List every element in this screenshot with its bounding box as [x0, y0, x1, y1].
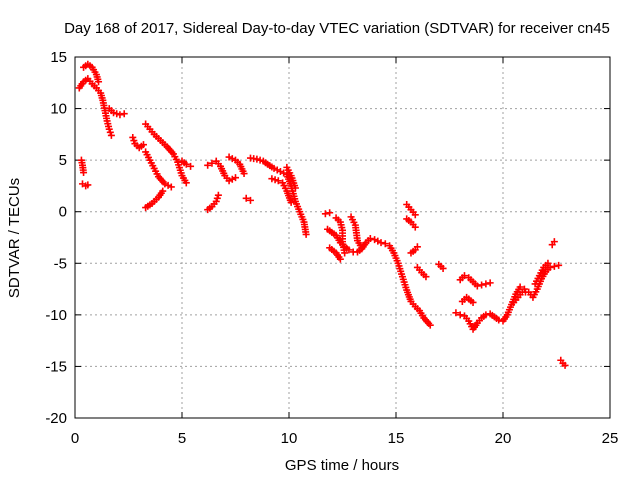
data-point: [232, 174, 239, 182]
data-point: [411, 223, 419, 231]
data-point: [550, 262, 558, 270]
data-point: [302, 230, 310, 238]
y-tick-label: -20: [45, 410, 67, 427]
data-point: [561, 361, 569, 369]
data-point: [381, 240, 389, 248]
y-tick-label: -10: [45, 307, 67, 324]
data-point: [182, 179, 190, 187]
data-point: [341, 249, 349, 257]
data-point: [204, 161, 212, 169]
data-point: [268, 175, 276, 183]
data-point: [439, 264, 447, 272]
y-tick-label: -15: [45, 358, 67, 375]
data-point: [107, 131, 115, 139]
data-point: [274, 177, 282, 185]
data-point: [411, 211, 419, 219]
data-point: [240, 170, 248, 178]
data-point: [326, 209, 334, 217]
data-point: [182, 160, 190, 168]
data-point: [456, 311, 464, 319]
data-point: [208, 159, 216, 167]
data-point: [358, 244, 366, 252]
x-tick-label: 25: [602, 430, 619, 447]
chart-title: Day 168 of 2017, Sidereal Day-to-day VTE…: [64, 20, 610, 37]
data-point: [287, 198, 295, 206]
data-point: [139, 141, 147, 149]
data-point: [544, 259, 552, 267]
y-tick-label: -5: [54, 255, 67, 272]
data-point: [291, 184, 299, 192]
data-point: [482, 311, 490, 319]
data-point: [113, 110, 121, 118]
data-point: [495, 316, 503, 324]
data-point: [550, 238, 558, 246]
data-point: [516, 283, 524, 291]
data-point: [336, 255, 344, 263]
x-tick-label: 10: [281, 430, 298, 447]
y-axis-label: SDTVAR / TECUs: [6, 178, 23, 298]
data-point: [473, 282, 481, 290]
data-point: [546, 263, 554, 271]
y-tick-label: 5: [59, 152, 67, 169]
data-point: [214, 191, 222, 199]
data-point: [555, 261, 563, 269]
y-tick-label: 15: [50, 49, 67, 66]
data-point: [116, 111, 124, 119]
data-point: [413, 243, 421, 251]
data-point: [271, 176, 279, 184]
data-point: [242, 194, 250, 202]
data-point: [253, 155, 261, 163]
data-point: [84, 181, 92, 189]
x-axis-label: GPS time / hours: [285, 457, 399, 474]
x-tick-label: 5: [178, 430, 186, 447]
data-point: [80, 169, 88, 177]
data-point: [422, 273, 430, 281]
data-point: [159, 187, 167, 195]
y-tick-label: 0: [59, 204, 67, 221]
data-point: [167, 183, 175, 191]
data-point: [426, 321, 434, 329]
data-point: [460, 272, 468, 280]
data-point: [321, 210, 329, 218]
x-tick-label: 15: [388, 430, 405, 447]
data-point: [187, 162, 195, 170]
y-tick-label: 10: [50, 101, 67, 118]
data-point: [246, 196, 254, 204]
data-point: [256, 156, 264, 164]
data-point: [110, 109, 118, 117]
data-point: [478, 281, 486, 289]
x-tick-label: 0: [71, 430, 79, 447]
grid-lines: [75, 57, 610, 418]
x-tick-label: 20: [495, 430, 512, 447]
data-point: [486, 279, 494, 287]
x-tick-labels: 0 5 10 15 20 25: [71, 430, 619, 447]
data-point: [469, 298, 477, 306]
data-point: [452, 309, 460, 317]
data-series: [75, 60, 569, 369]
plot-frame: [74, 56, 611, 419]
y-tick-labels: 15 10 5 0 -5 -10 -15 -20: [45, 49, 67, 427]
data-point: [120, 110, 128, 118]
data-point: [377, 239, 385, 247]
data-point: [366, 235, 374, 243]
data-point: [95, 78, 103, 86]
data-point: [482, 280, 490, 288]
